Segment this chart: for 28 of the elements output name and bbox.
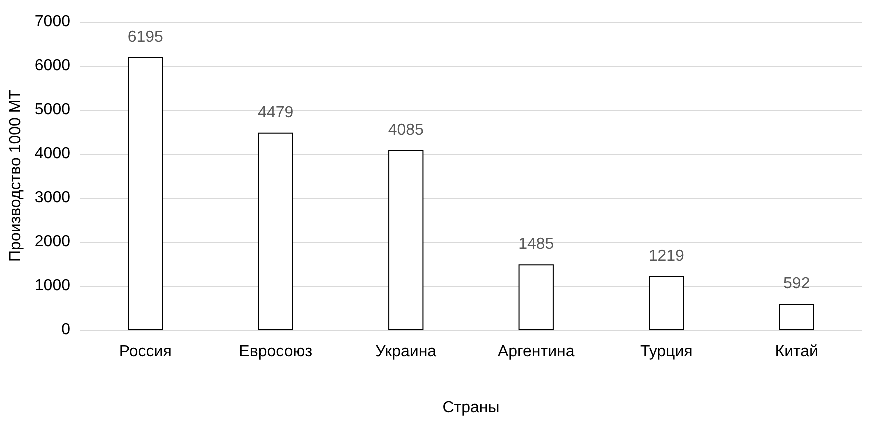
y-tick-label: 4000 bbox=[34, 146, 71, 162]
data-label: 1219 bbox=[648, 248, 685, 265]
x-tick-label: Украина bbox=[376, 344, 437, 360]
y-tick-label: 7000 bbox=[34, 14, 71, 30]
data-label: 4085 bbox=[388, 122, 424, 139]
x-tick-label: Китай bbox=[775, 344, 818, 360]
bar bbox=[649, 276, 684, 330]
x-tick-label: Турция bbox=[640, 344, 693, 360]
bar bbox=[779, 304, 814, 330]
x-tick-label: Евросоюз bbox=[239, 344, 313, 360]
data-label: 6195 bbox=[128, 28, 164, 46]
y-tick-label: 2000 bbox=[34, 234, 71, 250]
x-axis-title: Страны bbox=[442, 400, 500, 416]
y-tick-label: 0 bbox=[62, 322, 71, 338]
y-tick-label: 1000 bbox=[34, 278, 71, 294]
bar bbox=[258, 132, 294, 330]
y-axis-title: Производство 1000 МТ bbox=[8, 90, 24, 262]
y-tick-label: 5000 bbox=[34, 102, 71, 118]
data-label: 1485 bbox=[518, 236, 554, 254]
bar bbox=[388, 150, 424, 330]
y-tick-label: 6000 bbox=[34, 58, 71, 74]
y-tick-label: 3000 bbox=[34, 190, 71, 206]
x-tick-label: Аргентина bbox=[498, 344, 575, 360]
x-tick-label: Россия bbox=[119, 344, 172, 360]
bar bbox=[518, 264, 554, 330]
data-label: 592 bbox=[784, 275, 810, 292]
data-label: 4479 bbox=[258, 104, 294, 122]
bar bbox=[128, 57, 164, 330]
